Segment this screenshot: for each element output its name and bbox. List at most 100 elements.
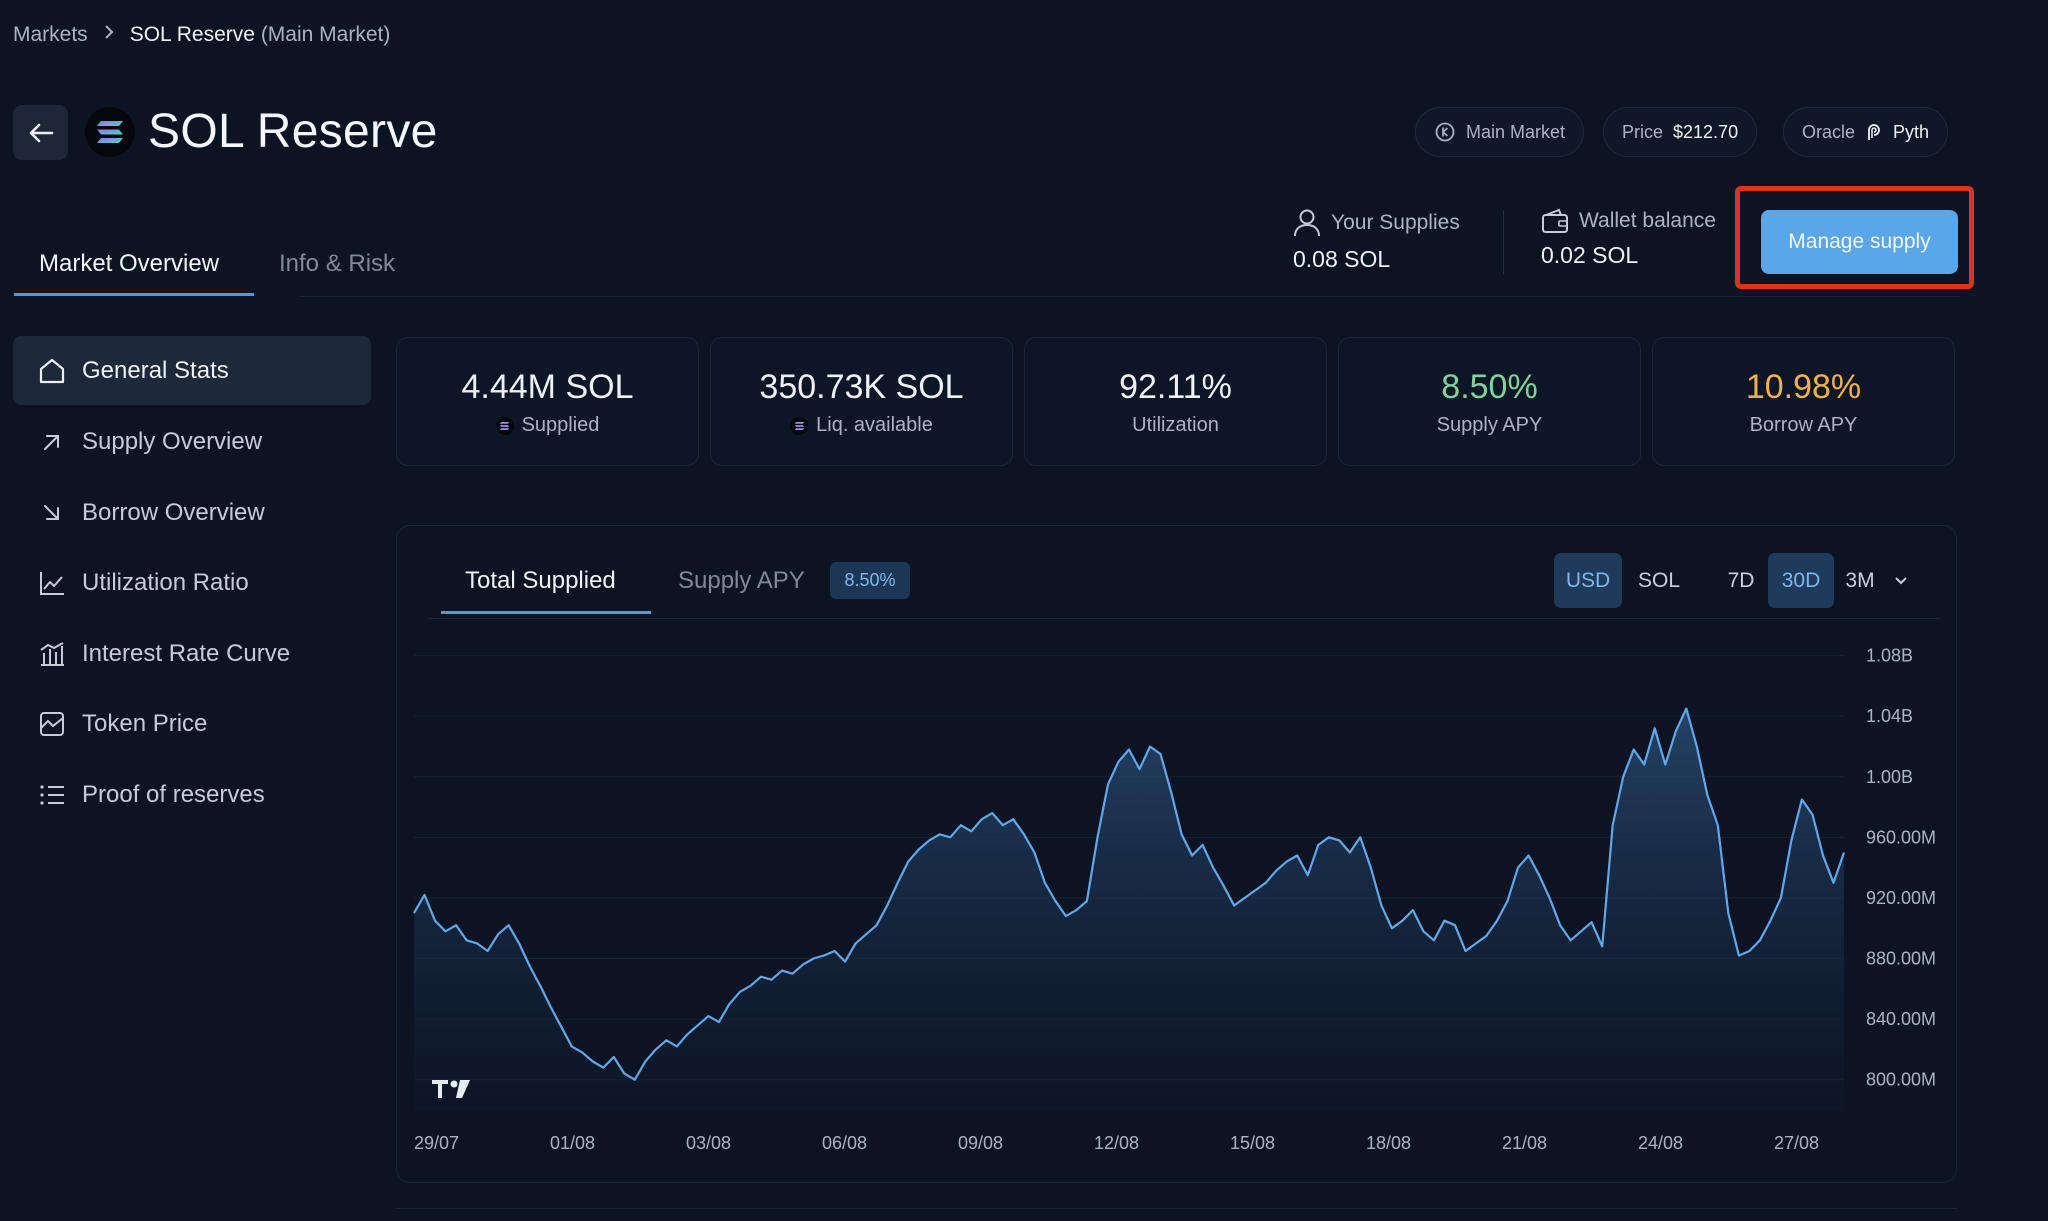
breadcrumb-markets-link[interactable]: Markets <box>13 23 88 46</box>
range-toggle-30d[interactable]: 30D <box>1768 553 1834 608</box>
chevron-right-icon <box>102 23 116 47</box>
rate-curve-icon <box>40 641 64 666</box>
chart-tab-active-indicator <box>441 611 651 614</box>
x-tick-label: 06/08 <box>822 1133 867 1153</box>
sidebar-item-label: Borrow Overview <box>82 498 265 526</box>
sol-token-icon <box>495 416 514 435</box>
wallet-balance: Wallet balance 0.02 SOL <box>1541 208 1716 269</box>
x-tick-label: 29/07 <box>414 1133 459 1153</box>
x-tick-label: 03/08 <box>686 1133 731 1153</box>
currency-toggle-usd[interactable]: USD <box>1554 553 1622 608</box>
market-pill[interactable]: Main Market <box>1415 107 1585 157</box>
breadcrumb-current: SOL Reserve (Main Market) <box>130 23 391 47</box>
breadcrumb-current-suffix: (Main Market) <box>260 23 391 46</box>
sidebar-item-utilization-ratio[interactable]: Utilization Ratio <box>13 548 371 617</box>
home-icon <box>39 358 65 383</box>
back-button[interactable] <box>13 105 68 160</box>
sidebar-item-label: Interest Rate Curve <box>82 639 291 667</box>
chart-area-fill <box>414 708 1844 1110</box>
x-tick-label: 27/08 <box>1774 1133 1819 1153</box>
manage-supply-highlight <box>1735 186 1974 289</box>
stat-card-liq-available: 350.73K SOL Liq. available <box>710 337 1013 466</box>
sidebar-item-general-stats[interactable]: General Stats <box>13 336 371 405</box>
range-toggle-7d[interactable]: 7D <box>1727 568 1755 592</box>
y-tick-label: 880.00M <box>1866 949 1936 969</box>
tab-info-risk[interactable]: Info & Risk <box>279 250 396 277</box>
breadcrumb-current-name: SOL Reserve <box>129 23 255 46</box>
arrow-left-icon <box>29 123 53 142</box>
your-supplies-label: Your Supplies <box>1331 211 1460 234</box>
stat-value: 92.11% <box>1119 368 1232 406</box>
y-tick-label: 960.00M <box>1866 827 1936 847</box>
header-divider <box>300 296 1960 297</box>
sidebar-item-token-price[interactable]: Token Price <box>13 689 371 758</box>
tab-active-indicator <box>14 293 254 296</box>
stat-label: Borrow APY <box>1749 414 1858 436</box>
stat-value: 350.73K SOL <box>759 368 964 406</box>
sidebar-item-label: Proof of reserves <box>82 780 265 808</box>
user-stats-divider <box>1503 210 1504 274</box>
x-tick-label: 01/08 <box>550 1133 595 1153</box>
chart-header-divider <box>428 618 1940 619</box>
arrow-down-right-icon <box>44 504 59 520</box>
sidebar-item-borrow-overview[interactable]: Borrow Overview <box>13 478 371 547</box>
sidebar-item-interest-rate-curve[interactable]: Interest Rate Curve <box>13 619 371 688</box>
y-tick-label: 1.00B <box>1866 767 1913 787</box>
user-icon <box>1294 209 1320 237</box>
wallet-balance-value: 0.02 SOL <box>1541 242 1639 268</box>
your-supplies: Your Supplies 0.08 SOL <box>1293 208 1460 273</box>
x-tick-label: 09/08 <box>958 1133 1003 1153</box>
chart-tab-supply-apy[interactable]: Supply APY <box>678 567 805 594</box>
sidebar-item-label: Supply Overview <box>82 427 263 455</box>
list-icon <box>40 784 64 805</box>
stat-label: Supplied <box>521 414 600 436</box>
y-tick-label: 920.00M <box>1866 888 1936 908</box>
y-tick-label: 840.00M <box>1866 1009 1936 1029</box>
breadcrumb: Markets SOL Reserve (Main Market) <box>13 20 390 50</box>
pyth-icon <box>1868 124 1880 140</box>
stat-label: Utilization <box>1132 414 1219 436</box>
stat-value: 10.98% <box>1745 368 1862 406</box>
stat-card-supplied: 4.44M SOL Supplied <box>396 337 699 466</box>
stat-label: Liq. available <box>816 414 933 436</box>
sidebar-item-label: Token Price <box>82 709 208 737</box>
currency-toggle-sol[interactable]: SOL <box>1637 568 1681 592</box>
market-pill-label: Main Market <box>1466 121 1566 142</box>
price-label: Price <box>1622 121 1664 142</box>
stat-label: Supply APY <box>1436 414 1543 436</box>
range-toggle-3m[interactable]: 3M <box>1845 568 1875 592</box>
stat-card-borrow-apy: 10.98% Borrow APY <box>1652 337 1955 466</box>
sol-token-icon <box>790 416 809 435</box>
tab-market-overview[interactable]: Market Overview <box>39 250 220 277</box>
your-supplies-value: 0.08 SOL <box>1293 246 1391 272</box>
range-dropdown[interactable] <box>1886 553 1916 608</box>
next-section-edge <box>396 1208 1957 1221</box>
x-tick-label: 21/08 <box>1502 1133 1547 1153</box>
price-chart-icon <box>40 711 64 736</box>
stat-card-utilization: 92.11% Utilization <box>1024 337 1327 466</box>
x-tick-label: 24/08 <box>1638 1133 1683 1153</box>
market-icon <box>1435 122 1455 142</box>
sol-token-icon <box>85 107 135 157</box>
x-tick-label: 15/08 <box>1230 1133 1275 1153</box>
sidebar-item-supply-overview[interactable]: Supply Overview <box>13 407 371 476</box>
oracle-pill: Oracle Pyth <box>1783 107 1949 157</box>
arrow-up-right-icon <box>44 434 59 450</box>
x-tick-label: 18/08 <box>1366 1133 1411 1153</box>
stat-card-supply-apy: 8.50% Supply APY <box>1338 337 1641 466</box>
y-tick-label: 800.00M <box>1866 1070 1936 1090</box>
chevron-down-icon <box>1895 576 1907 584</box>
chart-svg: 1.08B 1.04B 1.00B 960.00M 920.00M 880.00M 840.… <box>413 646 1936 1153</box>
sidebar-item-proof-of-reserves[interactable]: Proof of reserves <box>13 760 371 829</box>
price-value: $212.70 <box>1673 121 1739 142</box>
y-tick-label: 1.04B <box>1866 706 1913 726</box>
wallet-balance-label: Wallet balance <box>1579 209 1716 232</box>
stat-value: 4.44M SOL <box>461 368 634 406</box>
chart-tab-total-supplied[interactable]: Total Supplied <box>465 567 616 594</box>
wallet-icon <box>1542 208 1568 233</box>
chart-series-line <box>413 707 1846 1081</box>
y-tick-label: 1.08B <box>1866 646 1913 666</box>
total-supplied-chart[interactable]: 1.08B 1.04B 1.00B 960.00M 920.00M 880.00M 840.… <box>406 640 1947 1170</box>
tradingview-logo <box>432 1080 470 1098</box>
manage-supply-button[interactable]: Manage supply <box>1761 210 1958 274</box>
